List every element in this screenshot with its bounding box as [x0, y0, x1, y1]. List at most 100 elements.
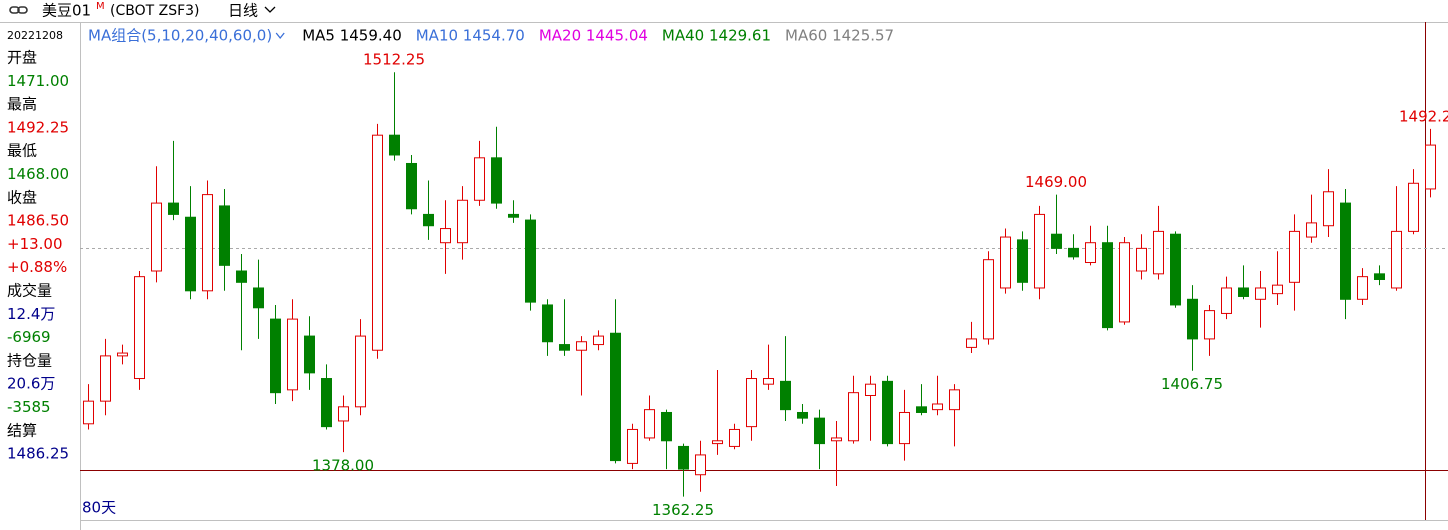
candle-body: [1374, 273, 1385, 280]
candle-body: [202, 194, 213, 292]
candle-body: [1408, 182, 1419, 232]
candle-body: [236, 270, 247, 283]
legend-item: MA20 1445.04: [539, 27, 648, 45]
candle-body: [338, 406, 349, 422]
candle-body: [644, 409, 655, 439]
info-item: 1471.00: [7, 72, 69, 90]
candle-body: [440, 228, 451, 244]
link-icon: [9, 6, 20, 14]
candle-body: [117, 352, 128, 357]
candle-body: [389, 134, 400, 156]
candle-body: [1340, 202, 1351, 300]
extreme-label: 1469.00: [1025, 173, 1087, 191]
info-item: +0.88%: [7, 258, 67, 276]
candle-body: [525, 219, 536, 303]
candle-body: [627, 428, 638, 464]
candle-body: [899, 411, 910, 445]
info-item: 结算: [7, 421, 37, 439]
candle-body: [949, 389, 960, 411]
info-item: 20221208: [7, 29, 63, 42]
candle-body: [848, 392, 859, 442]
plot: 1512.25 1378.00 1362.25 1469.00 1406.75 1492.…: [83, 51, 1448, 519]
candle-body: [100, 355, 111, 402]
extreme-label: 1512.25: [363, 51, 425, 69]
candle-body: [1306, 222, 1317, 238]
legend-item: MA60 1425.57: [785, 27, 894, 45]
candle-body: [457, 199, 468, 244]
candle-body: [1153, 230, 1164, 275]
info-item: 开盘: [7, 49, 37, 67]
candle-body: [916, 406, 927, 413]
info-item: 1468.00: [7, 165, 69, 183]
candle-body: [83, 400, 94, 425]
info-item: 20.6万: [7, 375, 55, 393]
candle-body: [1289, 230, 1300, 283]
candle-body: [168, 202, 179, 215]
code: (CBOT ZSF3): [110, 3, 200, 19]
candle-body: [321, 378, 332, 428]
candle-body: [593, 335, 604, 346]
candle-body: [508, 213, 519, 218]
info-item: 12.4万: [7, 305, 55, 323]
candle-body: [1187, 298, 1198, 340]
info-panel: 20221208 开盘 1471.00 最高 1492.25 最低 1468.00 收盘 148…: [7, 29, 69, 463]
candle-body: [1119, 242, 1130, 323]
candle-body: [1068, 247, 1079, 258]
candle-body: [151, 202, 162, 272]
candle-body: [814, 417, 825, 445]
candle-body: [270, 318, 281, 394]
symbol[interactable]: 美豆01: [42, 2, 91, 20]
candle-body: [1136, 247, 1147, 272]
candle-body: [559, 344, 570, 351]
candle-body: [1051, 233, 1062, 249]
candle-body: [932, 403, 943, 411]
candle-body: [1204, 310, 1215, 340]
candle-body: [983, 259, 994, 340]
candle-body: [491, 157, 502, 204]
candle-body: [253, 287, 264, 309]
candle-body: [746, 378, 757, 428]
candle-body: [406, 162, 417, 210]
candle-body: [695, 454, 706, 476]
badge: M: [96, 1, 105, 12]
legend: MA组合(5,10,20,40,60,0) MA5 1459.40 MA10 145…: [88, 27, 894, 45]
candle-body: [219, 205, 230, 266]
candle-body: [1221, 287, 1232, 314]
candle-body: [966, 338, 977, 348]
info-item: 成交量: [7, 282, 52, 300]
candle-body: [1034, 213, 1045, 289]
candle-body: [1255, 287, 1266, 300]
info-item: -3585: [7, 398, 51, 416]
info-item: 最低: [7, 142, 37, 160]
extreme-label: 1362.25: [652, 501, 714, 519]
period[interactable]: 日线: [228, 2, 258, 20]
info-item: 1492.25: [7, 118, 69, 136]
candle-body: [1391, 230, 1402, 289]
candle-body: [372, 134, 383, 351]
info-item: 持仓量: [7, 351, 52, 369]
candle-body: [678, 445, 689, 470]
candle-body: [542, 304, 553, 343]
toolbar: 美豆01 M (CBOT ZSF3) 日线: [9, 1, 276, 20]
extreme-label: 1406.75: [1161, 375, 1223, 393]
candle-body: [1357, 276, 1368, 300]
candle-body: [865, 383, 876, 397]
info-item: 1486.50: [7, 212, 69, 230]
period-label: 80天: [82, 499, 116, 517]
candle-body: [882, 380, 893, 445]
legend-item: MA组合(5,10,20,40,60,0): [88, 27, 272, 45]
candle-body: [1272, 284, 1283, 295]
candle-body: [797, 411, 808, 419]
candle-body: [763, 378, 774, 385]
candle-body: [287, 318, 298, 391]
legend-item: MA10 1454.70: [416, 27, 525, 45]
legend-chevron: [275, 32, 285, 40]
candle-body: [304, 335, 315, 374]
candle-body: [576, 341, 587, 351]
candle-body: [610, 332, 621, 462]
chevron[interactable]: [264, 6, 276, 13]
extreme-label: 1492.25: [1399, 107, 1448, 125]
info-item: -6969: [7, 328, 51, 346]
candle-body: [134, 276, 145, 380]
